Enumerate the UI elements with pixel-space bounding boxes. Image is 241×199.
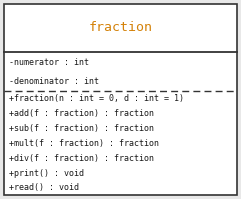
Text: +add(f : fraction) : fraction: +add(f : fraction) : fraction: [9, 109, 154, 118]
Text: +mult(f : fraction) : fraction: +mult(f : fraction) : fraction: [9, 139, 159, 148]
Text: +fraction(n : int = 0, d : int = 1): +fraction(n : int = 0, d : int = 1): [9, 94, 184, 103]
Text: +read() : void: +read() : void: [9, 183, 79, 192]
Text: +div(f : fraction) : fraction: +div(f : fraction) : fraction: [9, 154, 154, 163]
Text: fraction: fraction: [88, 21, 153, 34]
Text: +sub(f : fraction) : fraction: +sub(f : fraction) : fraction: [9, 124, 154, 133]
Text: -denominator : int: -denominator : int: [9, 77, 99, 86]
Text: -numerator : int: -numerator : int: [9, 58, 89, 66]
Text: +print() : void: +print() : void: [9, 169, 84, 178]
